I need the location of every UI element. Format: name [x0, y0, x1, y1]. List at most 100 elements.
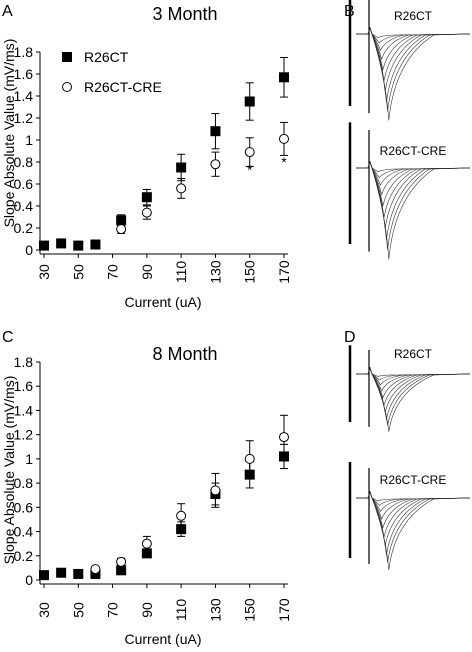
x-tick-label: 30: [36, 264, 52, 280]
x-tick-label: 130: [207, 260, 223, 284]
data-point-circle: [279, 432, 289, 443]
data-point-circle: [210, 159, 221, 170]
data-point-square: [56, 567, 67, 578]
trace-group-r26ct: [348, 0, 471, 121]
data-point-circle: [244, 453, 255, 464]
fepsp-trace: [356, 161, 471, 260]
fepsp-trace: [356, 161, 471, 186]
y-tick-label: 0.8: [14, 475, 34, 491]
legend-marker-square: [62, 52, 72, 62]
fepsp-trace: [356, 161, 471, 218]
chart-title: 8 Month: [152, 344, 217, 364]
x-tick-label: 110: [173, 599, 189, 622]
y-axis-label: Slope Absolute Value (mV/ms): [1, 376, 17, 565]
x-tick-label: 90: [139, 602, 155, 618]
trace-panel-8-month: R26CT R26CT-CRE: [348, 345, 471, 571]
y-axis-label: Slope Absolute Value (mV/ms): [1, 39, 17, 228]
data-point-circle: [141, 538, 152, 549]
chart-8-month: 8 Month Slope Absolute Value (mV/ms) Cur…: [1, 344, 292, 647]
data-point-square: [39, 240, 49, 251]
y-tick-label: 0.6: [14, 499, 34, 515]
fepsp-trace: [356, 161, 471, 241]
plot-marks: [39, 414, 289, 581]
x-tick-label: 110: [173, 261, 189, 284]
y-tick-label: 0: [25, 572, 33, 588]
y-tick-label: 0.6: [14, 176, 34, 192]
fepsp-trace: [356, 27, 471, 61]
fepsp-trace: [356, 367, 471, 432]
x-tick-label: 90: [139, 264, 155, 280]
fepsp-trace: [356, 367, 471, 400]
x-axis-label: Current (uA): [124, 631, 201, 647]
x-tick-label: 150: [242, 260, 258, 284]
x-tick-label: 170: [276, 598, 292, 622]
significance-asterisk: *: [281, 154, 287, 170]
data-point-circle: [210, 485, 221, 496]
y-tick-label: 0: [25, 242, 33, 258]
data-point-square: [39, 570, 49, 581]
data-point-square: [56, 238, 67, 249]
data-point-circle: [244, 147, 255, 158]
y-tick-label: 1.4: [14, 88, 34, 104]
trace-label-r26ct: R26CT: [394, 347, 433, 361]
y-tick-label: 0.2: [14, 220, 34, 236]
y-tick-label: 1.4: [14, 402, 34, 418]
data-point-square: [210, 126, 221, 137]
y-tick-label: 1.6: [14, 378, 34, 394]
y-tick-label: 1.6: [14, 66, 34, 82]
data-point-square: [279, 72, 289, 83]
significance-asterisk: *: [247, 162, 253, 178]
x-tick-label: 50: [70, 602, 86, 618]
y-tick-label: 0.8: [14, 154, 34, 170]
data-point-square: [244, 96, 255, 107]
fepsp-trace: [356, 491, 471, 571]
trace-panel-3-month: R26CT R26CT-CRE: [348, 0, 471, 260]
panel-letter-c: C: [2, 329, 14, 346]
x-tick-label: 130: [207, 598, 223, 622]
fepsp-trace: [356, 27, 471, 121]
x-tick-label: 70: [105, 264, 121, 280]
data-point-square: [90, 239, 101, 250]
y-tick-label: 1.8: [14, 44, 34, 60]
fepsp-trace: [356, 367, 471, 406]
fepsp-trace: [356, 161, 471, 196]
y-tick-label: 1.8: [14, 354, 34, 370]
fepsp-trace: [356, 27, 471, 51]
legend-marker-circle: [62, 82, 72, 92]
plot-marks: * *: [39, 57, 289, 251]
panel-letter-a: A: [2, 3, 13, 20]
data-point-square: [73, 240, 84, 251]
data-point-circle: [279, 133, 289, 144]
fepsp-trace: [356, 27, 471, 103]
y-tick-label: 1: [25, 132, 33, 148]
axes: 0 0.2 0.4 0.6 0.8 1 1.2 1.4 1.6 1.8 30 50 70 90 110 130…: [14, 354, 292, 622]
data-point-circle: [176, 183, 187, 194]
axes: 0 0.2 0.4 0.6 0.8 1 1.2 1.4 1.6 1.8 30 50 70 90 110 130…: [14, 44, 292, 284]
data-point-square: [141, 548, 152, 559]
fepsp-trace: [356, 491, 471, 520]
data-point-square: [176, 524, 187, 535]
data-point-square: [141, 192, 152, 203]
trace-group-r26ct: [348, 345, 471, 432]
x-tick-label: 50: [70, 264, 86, 280]
fepsp-trace: [356, 161, 471, 250]
chart-title: 3 Month: [152, 4, 217, 24]
y-tick-label: 0.2: [14, 548, 34, 564]
fepsp-trace: [356, 491, 471, 563]
data-point-circle: [90, 564, 101, 575]
x-tick-label: 30: [36, 602, 52, 618]
x-axis-label: Current (uA): [124, 294, 201, 310]
data-point-square: [73, 568, 84, 579]
trace-group-r26ct-cre: [348, 462, 471, 571]
trace-label-r26ct-cre: R26CT-CRE: [380, 144, 447, 158]
data-point-square: [176, 162, 187, 173]
x-tick-label: 70: [105, 602, 121, 618]
y-tick-label: 1.2: [14, 110, 34, 126]
y-tick-label: 1.2: [14, 427, 34, 443]
data-point-circle: [116, 556, 127, 567]
trace-label-r26ct: R26CT: [394, 9, 433, 23]
legend-label-series-2: R26CT-CRE: [84, 79, 162, 95]
data-point-circle: [141, 207, 152, 218]
y-tick-label: 0.4: [14, 198, 34, 214]
